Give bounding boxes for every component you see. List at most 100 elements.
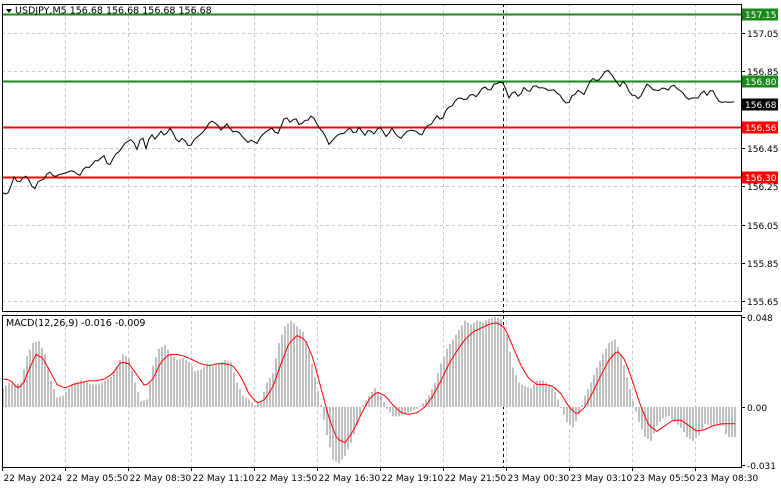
macd-histogram-bar	[53, 389, 55, 407]
macd-histogram-bar	[221, 361, 223, 407]
macd-histogram-bar	[512, 367, 514, 407]
macd-histogram-bar	[530, 388, 532, 407]
macd-histogram-bar	[452, 339, 454, 407]
support-resistance-levels	[2, 13, 741, 179]
macd-histogram-bar	[554, 391, 556, 407]
macd-histogram-bar	[506, 335, 508, 407]
macd-histogram-bar	[692, 407, 694, 441]
macd-histogram-bar	[638, 407, 640, 422]
price-tick-label: 155.85	[747, 260, 779, 270]
macd-histogram-bar	[113, 371, 115, 407]
macd-histogram-bar	[563, 407, 565, 415]
macd-histogram-bar	[284, 326, 286, 407]
macd-histogram-bar	[206, 363, 208, 407]
time-tick-label: 23 May 05:50	[634, 474, 696, 484]
macd-histogram-bar	[671, 407, 673, 420]
macd-histogram-bar	[719, 407, 721, 426]
macd-histogram-bar	[326, 407, 328, 436]
macd-histogram-bar	[338, 407, 340, 464]
macd-histogram-bar	[470, 324, 472, 407]
macd-histogram-bar	[614, 339, 616, 407]
macd-histogram-bar	[398, 407, 400, 417]
macd-histogram-bar	[116, 365, 118, 407]
macd-histogram-bar	[593, 375, 595, 407]
price-tick-label: 156.45	[747, 145, 779, 155]
macd-signal-line	[2, 322, 735, 444]
macd-histogram-bar	[227, 361, 229, 407]
macd-histogram-bar	[146, 399, 148, 407]
macd-histogram-bar	[419, 406, 421, 407]
macd-histogram-bar	[602, 354, 604, 407]
macd-histogram-bar	[623, 365, 625, 407]
macd-histogram-bar	[332, 407, 334, 460]
macd-histogram-bar	[251, 402, 253, 407]
macd-histogram-bar	[731, 407, 733, 437]
macd-histogram-bar	[644, 407, 646, 437]
macd-histogram-bar	[371, 391, 373, 407]
macd-histogram-bar	[254, 405, 256, 407]
macd-histogram-bar	[176, 360, 178, 407]
dropdown-triangle-icon[interactable]	[6, 9, 12, 13]
macd-histogram-bar	[686, 407, 688, 437]
macd-histogram-bar	[329, 407, 331, 448]
macd-histogram-bar	[257, 403, 259, 407]
macd-histogram-bar	[707, 407, 709, 425]
macd-histogram-bar	[362, 405, 364, 407]
macd-histogram-bar	[464, 320, 466, 407]
macd-histogram-bar	[446, 348, 448, 407]
macd-histogram-bar	[377, 391, 379, 407]
macd-histogram-bar	[620, 354, 622, 407]
macd-histogram-bar	[215, 364, 217, 407]
macd-histogram-bar	[233, 372, 235, 407]
macd-histogram-bar	[527, 387, 529, 407]
macd-histogram-bar	[164, 345, 166, 407]
macd-histogram-bar	[155, 357, 157, 407]
macd-histogram-bar	[386, 407, 388, 409]
macd-histogram-bar	[104, 380, 106, 407]
macd-histogram-bar	[170, 354, 172, 407]
macd-histogram-bar	[167, 349, 169, 407]
price-axis: 157.05 156.85 156.45 156.25 156.05 155.85 155.…	[741, 8, 779, 308]
macd-histogram-bar	[14, 384, 16, 407]
macd-histogram-bar	[179, 359, 181, 407]
macd-histogram-bar	[41, 347, 43, 407]
macd-histogram-bar	[20, 382, 22, 407]
macd-histogram-bar	[473, 322, 475, 407]
macd-histogram-bar	[29, 349, 31, 407]
macd-histogram-bar	[485, 320, 487, 407]
macd-histogram-bar	[293, 323, 295, 407]
macd-histogram-bar	[410, 407, 412, 411]
macd-histogram-bar	[278, 343, 280, 407]
macd-histogram-bar	[551, 388, 553, 407]
macd-histogram-bar	[689, 407, 691, 439]
macd-histogram-bar	[539, 380, 541, 407]
macd-histogram-bar	[404, 407, 406, 415]
macd-histogram-bar	[212, 365, 214, 407]
macd-histogram-bar	[674, 407, 676, 422]
macd-histogram-bar	[401, 407, 403, 416]
macd-histogram-bar	[101, 382, 103, 407]
macd-histogram-bar	[356, 407, 358, 426]
macd-histogram-bar	[47, 367, 49, 407]
macd-histogram-bar	[380, 395, 382, 407]
macd-histogram-bar	[173, 357, 175, 407]
macd-histogram-bar	[455, 334, 457, 407]
current-price-label: 156.68	[745, 101, 777, 111]
macd-histogram-bar	[236, 382, 238, 407]
macd-header: MACD(12,26,9) -0.016 -0.009	[6, 318, 145, 329]
macd-histogram-bar	[128, 358, 130, 407]
macd-histogram-bar	[26, 356, 28, 407]
macd-histogram-bar	[422, 403, 424, 407]
macd-panel-frame	[2, 315, 742, 468]
level-label-box	[742, 8, 778, 21]
macd-histogram-bar	[194, 371, 196, 407]
macd-histogram-bar	[605, 348, 607, 407]
macd-histogram-bar	[665, 407, 667, 418]
price-tick-label: 157.05	[747, 30, 779, 40]
macd-histogram-bar	[479, 321, 481, 407]
macd-histogram-bar	[110, 376, 112, 407]
level-label: 156.80	[745, 78, 777, 88]
symbol-header-text: USDJPY,M5 156.68 156.68 156.68 156.68	[15, 6, 212, 17]
